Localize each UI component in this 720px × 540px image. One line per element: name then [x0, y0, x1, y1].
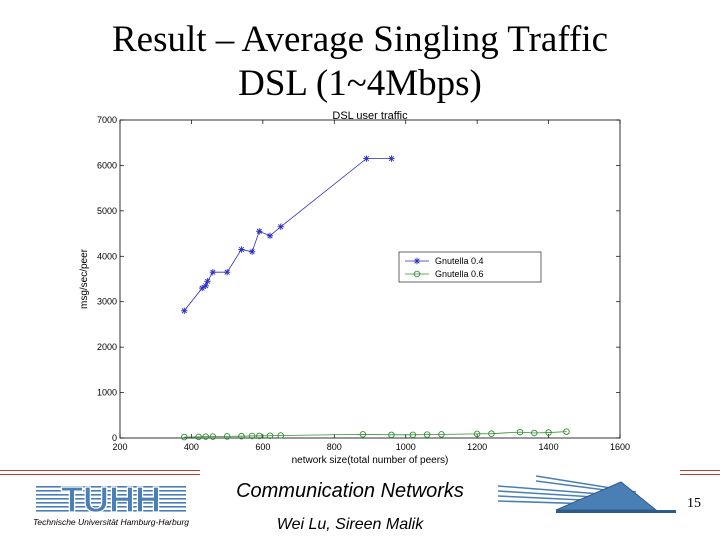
- series-layer: [181, 155, 570, 441]
- slide-title-line2: DSL (1~4Mbps): [238, 63, 482, 104]
- legend-marker-gnutella-06: [413, 270, 421, 278]
- y-tick-label: 7000: [97, 115, 117, 125]
- data-point-1: [238, 432, 245, 440]
- data-point-0: [256, 228, 263, 235]
- data-point-1: [438, 431, 445, 438]
- y-tick-label: 0: [112, 433, 117, 443]
- y-tick-label: 3000: [97, 297, 117, 307]
- data-point-1: [223, 433, 231, 440]
- data-point-0: [209, 268, 217, 276]
- tuhh-logo-text: TUHH: [61, 484, 161, 520]
- data-point-1: [202, 433, 209, 440]
- data-point-0: [223, 268, 231, 276]
- footer-course-title: Communication Networks: [236, 480, 464, 502]
- data-point-0: [204, 278, 211, 285]
- x-tick-label: 600: [255, 442, 270, 452]
- data-point-0: [363, 155, 370, 162]
- plot-area: [119, 119, 621, 439]
- data-point-0: [181, 307, 188, 314]
- data-point-1: [409, 431, 417, 439]
- data-point-0: [266, 232, 274, 240]
- slide-title-line1: Result – Average Singling Traffic: [111, 19, 609, 60]
- data-point-1: [209, 433, 217, 440]
- y-tick-label: 6000: [97, 160, 117, 170]
- data-point-1: [256, 432, 263, 440]
- footer-rule-right-2: [680, 474, 720, 475]
- data-point-1: [195, 433, 202, 441]
- data-point-1: [545, 429, 552, 436]
- legend-marker-gnutella-04: [413, 257, 421, 265]
- legend: Gnutella 0.4 Gnutella 0.6: [398, 251, 542, 283]
- data-point-1: [181, 433, 188, 441]
- data-point-1: [488, 430, 495, 437]
- axis-ticks: 200 400 600 800 1000 1200 1400 1600 0 1000 2000 300…: [97, 115, 630, 452]
- data-point-1: [423, 431, 431, 438]
- data-point-1: [563, 428, 570, 435]
- data-point-1: [388, 431, 395, 439]
- legend-marker-symbol: [413, 270, 421, 278]
- x-tick-label: 400: [184, 442, 199, 452]
- footer-rule-right: [680, 470, 720, 471]
- y-tick-label: 2000: [97, 342, 117, 352]
- x-tick-label: 1000: [396, 442, 416, 452]
- data-point-0: [277, 223, 284, 230]
- y-tick-label: 5000: [97, 206, 117, 216]
- series-line-1: [184, 431, 567, 438]
- tuhh-logo: TUHH Technische Universität Hamburg-Harb…: [33, 484, 189, 527]
- footer-rule-left: [0, 470, 200, 471]
- x-tick-label: 1400: [539, 442, 559, 452]
- slide-title: Result – Average Singling Traffic DSL (1…: [0, 18, 720, 106]
- x-tick-label: 200: [112, 442, 127, 452]
- data-point-1: [277, 432, 284, 439]
- page-number: 15: [687, 496, 701, 511]
- legend-box: [398, 251, 542, 283]
- x-tick-label: 800: [327, 442, 342, 452]
- data-point-0: [238, 246, 245, 253]
- data-point-1: [473, 430, 481, 438]
- y-tick-label: 4000: [97, 251, 117, 261]
- data-point-0: [248, 248, 256, 255]
- legend-label-gnutella-06: Gnutella 0.6: [435, 269, 484, 279]
- x-axis-label: network size(total number of peers): [292, 455, 449, 466]
- line-chart: 200 400 600 800 1000 1200 1400 1600 0 1000 2000 300…: [79, 110, 630, 466]
- y-axis-label: msg/sec/peer: [79, 248, 90, 309]
- series-1: [181, 428, 570, 441]
- data-point-1: [359, 431, 367, 438]
- legend-label-gnutella-04: Gnutella 0.4: [435, 256, 484, 266]
- x-tick-label: 1200: [467, 442, 487, 452]
- data-point-1: [266, 432, 274, 439]
- x-tick-label: 1600: [610, 442, 630, 452]
- tuhh-logo-subtitle: Technische Universität Hamburg-Harburg: [33, 517, 189, 527]
- data-point-0: [198, 284, 206, 292]
- decorative-arrow-graphic: [497, 475, 676, 513]
- data-point-1: [531, 429, 538, 437]
- footer-authors: Wei Lu, Sireen Malik: [276, 516, 424, 533]
- data-point-1: [248, 432, 256, 440]
- footer-rule-left-2: [0, 474, 200, 475]
- data-point-1: [516, 428, 524, 436]
- series-0: [181, 155, 395, 314]
- legend-marker-symbol: [413, 257, 421, 265]
- data-point-0: [388, 155, 395, 162]
- tuhh-logo-stripes: [36, 486, 186, 512]
- chart-title: DSL user traffic: [332, 110, 408, 122]
- y-tick-label: 1000: [97, 388, 117, 398]
